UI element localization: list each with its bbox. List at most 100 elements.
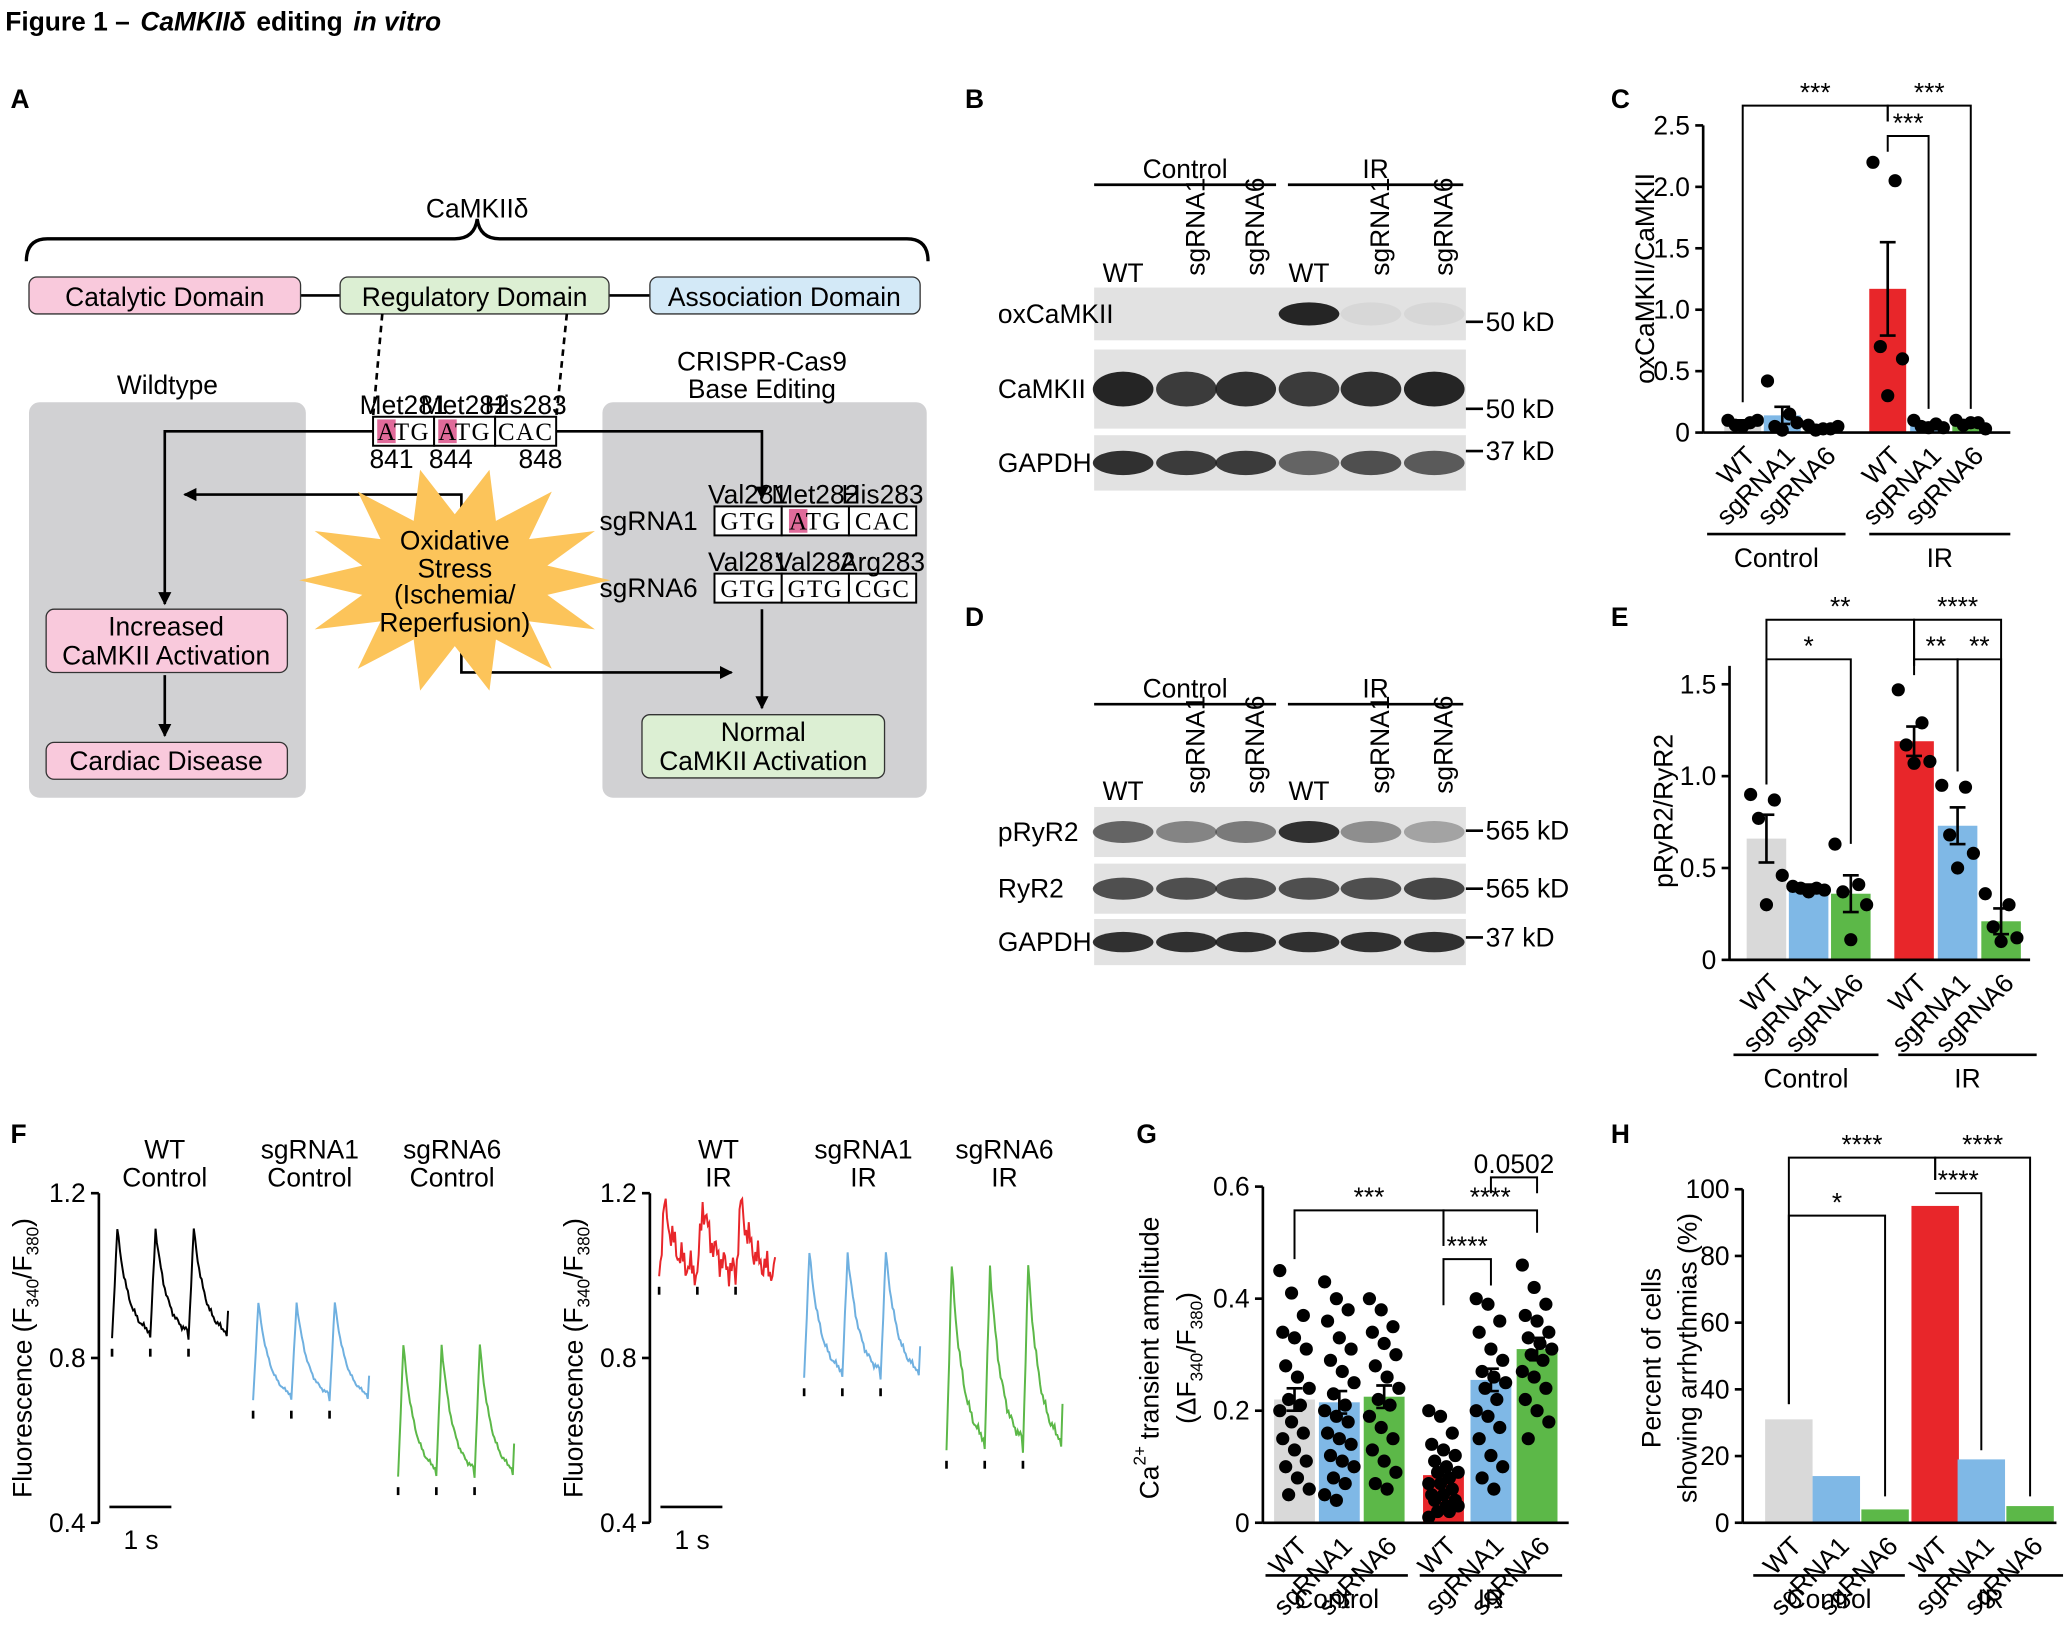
group-label: IR [1362, 673, 1388, 703]
y-tick-label: 0 [1235, 1508, 1250, 1538]
data-point [1389, 1348, 1403, 1362]
data-point [1873, 339, 1887, 354]
data-point [1377, 1336, 1391, 1351]
y-axis-label: Percent of cells [1637, 1268, 1667, 1448]
blot-band [1340, 450, 1402, 476]
editing-title: CRISPR-Cas9 [677, 346, 847, 376]
data-point [1273, 1404, 1287, 1418]
significance-bracket [1934, 1156, 2032, 1497]
data-point [1386, 1320, 1400, 1334]
data-point [1302, 1381, 1316, 1395]
blot-band [1092, 820, 1154, 844]
data-point [1484, 1448, 1498, 1463]
blot-band [1278, 302, 1340, 326]
codon: CAC [498, 419, 553, 446]
domain-label: Regulatory Domain [362, 282, 588, 312]
blot-band [1403, 450, 1465, 476]
data-point [1943, 828, 1957, 842]
data-point [1302, 1482, 1316, 1496]
y-tick-label: 0.4 [600, 1508, 637, 1538]
data-point [1783, 407, 1797, 421]
label-part: ) [7, 1218, 37, 1227]
condition-label: Control [267, 1162, 352, 1192]
residue: His283 [842, 480, 924, 510]
blot-band [1340, 371, 1402, 407]
title-part: in vitro [353, 6, 441, 36]
blot-row-label: pRyR2 [998, 817, 1079, 847]
lane-label: sgRNA6 [1240, 696, 1270, 794]
data-point [1530, 1404, 1544, 1418]
data-point [1365, 1325, 1379, 1339]
significance-bracket [1765, 618, 1916, 785]
y-tick-label: 80 [1700, 1241, 1729, 1271]
data-point [1368, 1476, 1382, 1491]
y-axis-label: Ca2+ transient amplitude [1130, 1217, 1165, 1500]
data-point [1950, 861, 1965, 875]
data-point [1332, 1432, 1346, 1446]
data-point [1338, 1476, 1352, 1491]
codon: GTG [720, 576, 775, 603]
y-tick-label: 1.0 [1653, 295, 1690, 325]
data-point [1790, 416, 1804, 430]
y-tick-label: 1.2 [49, 1178, 86, 1208]
blot-band [1156, 371, 1217, 407]
group-label: Control [1763, 1064, 1848, 1094]
significance-label: ** [1969, 631, 1990, 661]
y-tick-label: 1.0 [1680, 761, 1717, 791]
data-point [1422, 1404, 1436, 1418]
significance-label: *** [1800, 77, 1831, 107]
scale-bar-label: 1 s [123, 1525, 158, 1555]
data-point [1750, 413, 1765, 427]
data-point [1775, 868, 1789, 882]
significance-label: * [1832, 1187, 1842, 1217]
label-part: /F [558, 1255, 588, 1278]
data-point [1844, 933, 1858, 947]
outcome-label: Increased [108, 611, 224, 641]
residue: Arg283 [840, 547, 925, 577]
marker-label: 50 kD [1486, 307, 1555, 337]
data-point [1515, 1364, 1529, 1379]
stress-label: Stress [417, 553, 492, 583]
data-point [1282, 1488, 1296, 1502]
data-point [1481, 1409, 1495, 1423]
data-point [1299, 1454, 1313, 1468]
outcome-box [45, 741, 289, 780]
blot-band [1340, 931, 1402, 953]
label-part: ) [558, 1218, 588, 1227]
label-part: /F [1171, 1329, 1201, 1352]
label-part: 380 [1186, 1301, 1206, 1330]
title-part: editing [256, 6, 342, 36]
panel-label: D [965, 602, 984, 632]
panel-label: H [1611, 1119, 1630, 1149]
domain-label: Catalytic Domain [65, 282, 264, 312]
significance-label: *** [1914, 77, 1945, 107]
codon-cell [780, 572, 850, 604]
y-axis-label: Fluorescence (F340/F380) [7, 1218, 42, 1498]
data-point [1318, 1404, 1332, 1418]
data-point [1936, 421, 1950, 435]
data-point [1775, 423, 1789, 437]
data-point [1318, 1488, 1332, 1502]
data-point [1276, 1432, 1290, 1446]
data-point [1493, 1420, 1507, 1435]
nucleotide-position: 844 [429, 444, 473, 474]
data-point [1445, 1426, 1459, 1440]
data-point [1368, 1359, 1382, 1373]
label-part: Ca [1135, 1465, 1165, 1499]
data-point [1448, 1448, 1462, 1463]
codon-cell [713, 572, 783, 604]
y-axis-label: oxCaMKII/CaMKII [1630, 173, 1660, 384]
y-tick-label: 2.0 [1653, 172, 1690, 202]
data-point [1425, 1437, 1439, 1451]
codon: CGC [855, 576, 910, 603]
data-point [1895, 352, 1910, 366]
data-point [1433, 1476, 1448, 1491]
data-point [1907, 756, 1921, 770]
data-point [1332, 1331, 1346, 1345]
significance-bracket [1741, 104, 1889, 403]
y-tick-label: 0.8 [49, 1343, 86, 1373]
significance-bracket [1787, 1214, 1887, 1497]
significance-bracket [1886, 134, 1930, 409]
data-point [1521, 1331, 1535, 1345]
